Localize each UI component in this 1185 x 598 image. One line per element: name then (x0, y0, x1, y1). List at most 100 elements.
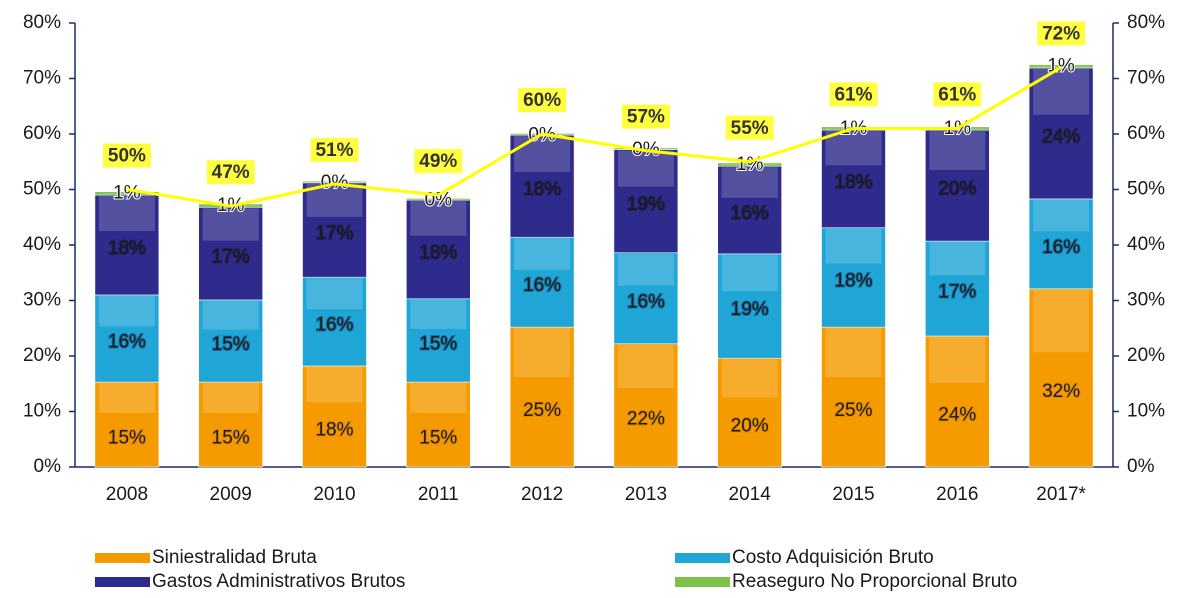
total-label: 49% (419, 151, 457, 172)
bar-segment (1028, 198, 1094, 290)
bar-shade (514, 238, 571, 270)
x-tick-label: 2009 (210, 484, 252, 505)
y-tick-label: 20% (23, 345, 61, 366)
segment-label: 17% (315, 223, 353, 244)
segment-label: 16% (731, 203, 769, 224)
bar-segment (821, 227, 886, 328)
y2-tick-label: 40% (1127, 234, 1165, 255)
bar-shade (410, 383, 467, 413)
bar-segment (302, 182, 367, 278)
bar-segment (509, 326, 575, 468)
bar-segment (94, 381, 160, 468)
bar-segment (94, 294, 160, 383)
total-label-bg (725, 115, 774, 140)
segment-label: 19% (627, 194, 665, 215)
bar-shade (617, 150, 674, 187)
segment-label: 16% (1042, 237, 1080, 258)
bar-segment (509, 236, 575, 328)
segment-label: 24% (938, 405, 976, 426)
bar-segment (613, 149, 679, 254)
bar-segment (198, 206, 263, 301)
legend-swatch (675, 577, 730, 587)
x-tick-label: 2016 (936, 484, 978, 505)
segment-label: 15% (212, 428, 250, 449)
total-label-bg (621, 104, 670, 129)
total-label: 72% (1042, 23, 1080, 44)
segment-label: 18% (834, 172, 872, 193)
total-label-bg (310, 137, 359, 162)
bar-segment (198, 381, 263, 468)
total-line (126, 66, 1062, 208)
segment-label: 32% (1042, 381, 1080, 402)
bar-shade (1033, 289, 1090, 353)
bar-shade (306, 366, 363, 403)
segment-label: 18% (523, 179, 561, 200)
segment-label: 25% (834, 400, 872, 421)
total-label-bg (518, 88, 567, 112)
total-label: 50% (108, 146, 146, 167)
bar-segment (821, 326, 886, 468)
bar-segment (405, 199, 471, 300)
x-tick-label: 2015 (832, 484, 874, 505)
total-label: 61% (834, 84, 872, 105)
bar-segment (302, 276, 367, 367)
legend-label: Reaseguro No Proporcional Bruto (732, 571, 1017, 592)
bar-shade (514, 328, 571, 378)
bar-segment (405, 298, 471, 383)
bar-shade (721, 359, 778, 398)
y2-tick-label: 70% (1127, 68, 1165, 89)
bar-shade (929, 337, 986, 383)
bar-segment (405, 381, 471, 468)
segment-label: 16% (108, 332, 146, 353)
y2-tick-label: 50% (1127, 179, 1165, 200)
legend-swatch (95, 553, 150, 563)
bar-segment (302, 365, 367, 468)
y-tick-label: 60% (23, 123, 61, 144)
bar-shade (410, 199, 467, 200)
total-label-bg (414, 149, 463, 174)
bar-shade (1033, 65, 1090, 67)
bar-shade (202, 208, 259, 241)
bar-segment (717, 357, 783, 468)
bar-shade (825, 228, 882, 264)
segment-label: 19% (731, 299, 769, 320)
segment-label: 25% (523, 400, 561, 421)
y2-tick-label: 30% (1127, 290, 1165, 311)
y2-tick-label: 20% (1127, 345, 1165, 366)
total-label: 47% (212, 162, 250, 183)
y2-tick-label: 0% (1127, 456, 1155, 477)
total-label: 60% (523, 90, 561, 111)
bar-shade (721, 163, 778, 166)
bar-shade (514, 136, 571, 172)
segment-label: 18% (834, 270, 872, 291)
legend-label: Siniestralidad Bruta (152, 547, 317, 568)
bar-segment (198, 299, 263, 383)
total-label-bg (102, 143, 151, 168)
bar-shade (202, 300, 259, 330)
y2-tick-label: 10% (1127, 401, 1165, 422)
y-tick-label: 10% (23, 401, 61, 422)
y-tick-label: 30% (23, 290, 61, 311)
legend-label: Costo Adquisición Bruto (732, 547, 934, 568)
bar-segment (821, 129, 886, 229)
bar-segment (717, 165, 783, 255)
legend-swatch (95, 577, 150, 587)
y-tick-label: 70% (23, 68, 61, 89)
y2-tick-label: 60% (1127, 123, 1165, 144)
segment-label: 24% (1042, 126, 1080, 147)
segment-label: 15% (108, 428, 146, 449)
segment-label: 16% (523, 275, 561, 296)
x-tick-label: 2008 (106, 484, 148, 505)
x-tick-label: 2010 (313, 484, 355, 505)
segment-label: 18% (315, 420, 353, 441)
bar-shade (202, 383, 259, 413)
bar-shade (617, 253, 674, 286)
x-tick-label: 2013 (625, 484, 667, 505)
segment-label: 20% (938, 179, 976, 200)
bar-shade (410, 201, 467, 236)
y-tick-label: 80% (23, 12, 61, 33)
segment-label: 22% (627, 408, 665, 429)
segment-label: 15% (419, 333, 457, 354)
bar-segment (717, 253, 783, 359)
